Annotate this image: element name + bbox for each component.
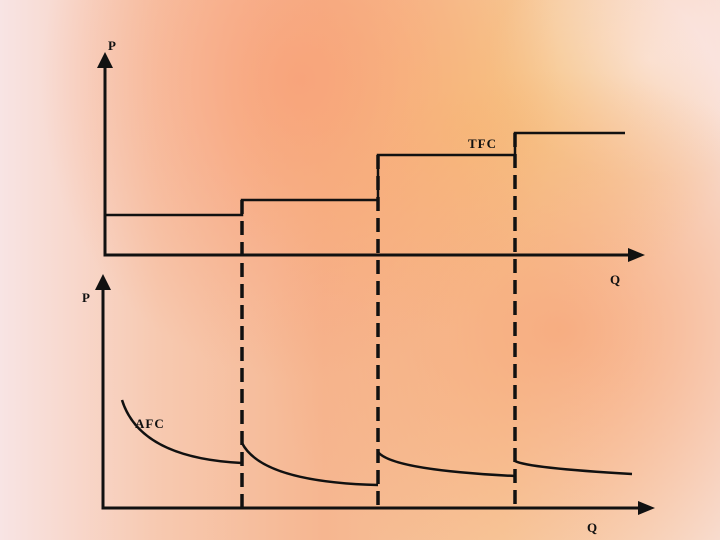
top-y-label: P xyxy=(108,38,117,53)
top-y-arrow xyxy=(97,52,113,68)
afc-curve xyxy=(240,442,379,487)
tfc-label: TFC xyxy=(468,136,497,151)
afc-label: AFC xyxy=(135,416,165,431)
bottom-y-label: P xyxy=(82,290,91,305)
afc-curve xyxy=(377,451,516,478)
top-x-label: Q xyxy=(610,272,621,287)
bottom-axes xyxy=(101,282,640,510)
tfc-curve xyxy=(105,131,625,217)
top-x-arrow xyxy=(628,248,645,262)
bottom-x-label: Q xyxy=(587,520,598,535)
top-axes xyxy=(103,55,630,257)
afc-curve xyxy=(120,399,244,465)
bottom-x-arrow xyxy=(638,501,655,515)
afc-curve xyxy=(514,459,633,476)
bottom-y-arrow xyxy=(95,274,111,290)
